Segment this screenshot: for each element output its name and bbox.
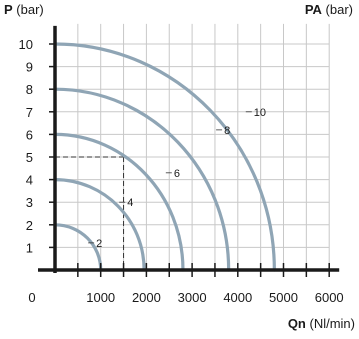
series-curve-10 [53, 42, 276, 272]
y-tick-label: 7 [26, 105, 33, 120]
x-axis-title: Qn (Nl/min) [287, 316, 355, 331]
x-tick-label: 5000 [269, 290, 298, 305]
series-curve-6 [53, 132, 185, 272]
x-tick-label: 1000 [86, 290, 115, 305]
y-tick-label: 10 [19, 37, 33, 52]
series-label-6: 6 [174, 168, 180, 180]
y-tick-label: 4 [26, 173, 33, 188]
x-tick-label: 2000 [132, 290, 161, 305]
y-tick-label: 5 [26, 150, 33, 165]
series-label-8: 8 [224, 125, 230, 137]
x-tick-label: 3000 [178, 290, 207, 305]
series-label-4: 4 [127, 197, 133, 209]
y-tick-label: 3 [26, 195, 33, 210]
y-axis-title: P (bar) [4, 2, 44, 17]
x-tick-label: 4000 [223, 290, 252, 305]
x-tick-label: 0 [28, 290, 35, 305]
series-curve-4 [53, 178, 146, 272]
y-tick-label: 8 [26, 82, 33, 97]
y-axis-right-title: PA (bar) [304, 2, 353, 17]
series-curve-8 [53, 87, 231, 272]
series-label-10: 10 [254, 107, 266, 119]
y-tick-label: 1 [26, 240, 33, 255]
series-label-2: 2 [96, 238, 102, 250]
y-tick-label: 2 [26, 218, 33, 233]
x-tick-label: 6000 [315, 290, 344, 305]
y-tick-label: 6 [26, 127, 33, 142]
y-tick-label: 9 [26, 60, 33, 75]
